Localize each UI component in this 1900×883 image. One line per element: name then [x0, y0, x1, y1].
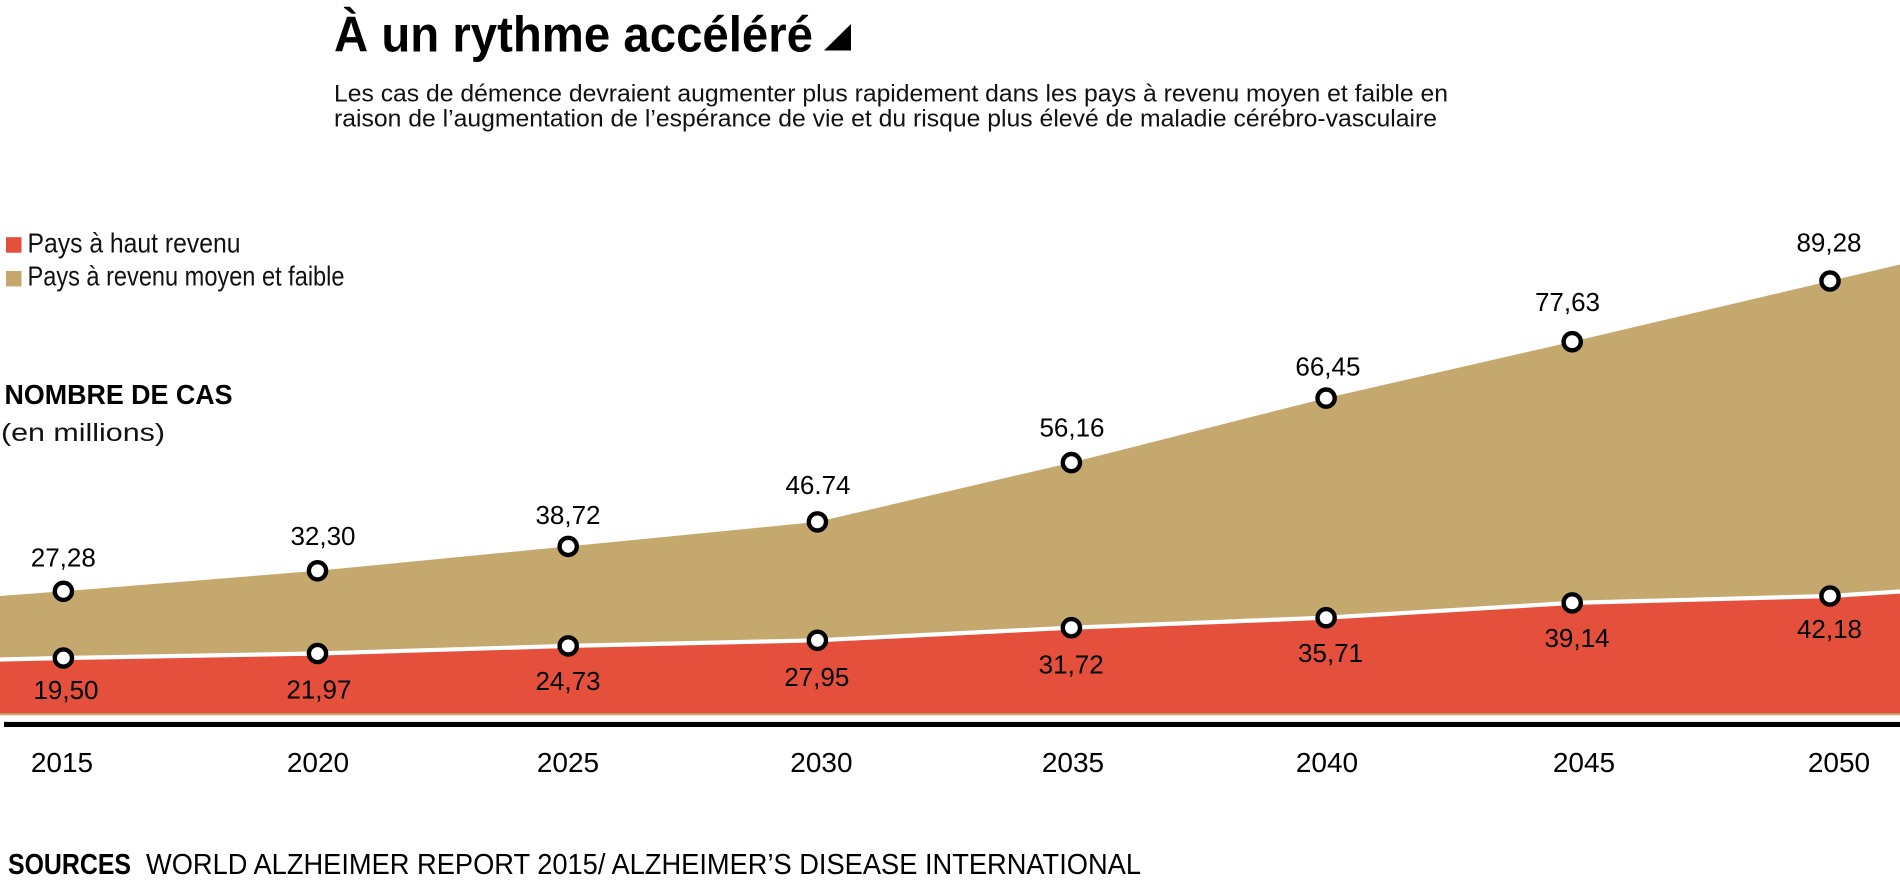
svg-text:2030: 2030 [790, 747, 852, 778]
svg-text:27,95: 27,95 [784, 662, 849, 692]
svg-text:31,72: 31,72 [1039, 650, 1104, 680]
svg-text:Pays à haut revenu: Pays à haut revenu [28, 227, 241, 258]
svg-text:NOMBRE DE CAS: NOMBRE DE CAS [5, 379, 233, 410]
svg-text:42,18: 42,18 [1797, 614, 1862, 644]
svg-text:Pays à revenu moyen et faible: Pays à revenu moyen et faible [28, 260, 345, 291]
svg-text:2025: 2025 [537, 747, 599, 778]
svg-text:À un rythme accéléré: À un rythme accéléré [334, 7, 813, 63]
svg-text:46.74: 46.74 [785, 470, 850, 500]
svg-text:89,28: 89,28 [1796, 228, 1861, 258]
svg-text:2015: 2015 [31, 747, 93, 778]
svg-text:(en millions): (en millions) [1, 419, 165, 447]
svg-text:27,28: 27,28 [31, 543, 96, 573]
svg-text:24,73: 24,73 [535, 666, 600, 696]
svg-text:2050: 2050 [1808, 747, 1870, 778]
svg-text:66,45: 66,45 [1295, 352, 1360, 382]
svg-text:77,63: 77,63 [1535, 287, 1600, 317]
svg-text:35,71: 35,71 [1298, 638, 1363, 668]
svg-text:21,97: 21,97 [286, 675, 351, 705]
svg-text:38,72: 38,72 [535, 500, 600, 530]
svg-text:SOURCES: SOURCES [8, 849, 131, 881]
svg-text:raison de l’augmentation de l’: raison de l’augmentation de l’espérance … [334, 106, 1437, 133]
svg-text:19,50: 19,50 [33, 675, 98, 705]
svg-text:WORLD ALZHEIMER REPORT 2015/ A: WORLD ALZHEIMER REPORT 2015/ ALZHEIMER’S… [146, 849, 1141, 881]
svg-text:Les cas de démence devraient a: Les cas de démence devraient augmenter p… [334, 80, 1448, 107]
svg-text:2035: 2035 [1042, 747, 1104, 778]
svg-text:2040: 2040 [1296, 747, 1358, 778]
svg-text:2045: 2045 [1553, 747, 1615, 778]
svg-text:56,16: 56,16 [1039, 413, 1104, 443]
svg-text:2020: 2020 [287, 747, 349, 778]
svg-text:39,14: 39,14 [1544, 623, 1609, 653]
svg-text:32,30: 32,30 [290, 521, 355, 551]
